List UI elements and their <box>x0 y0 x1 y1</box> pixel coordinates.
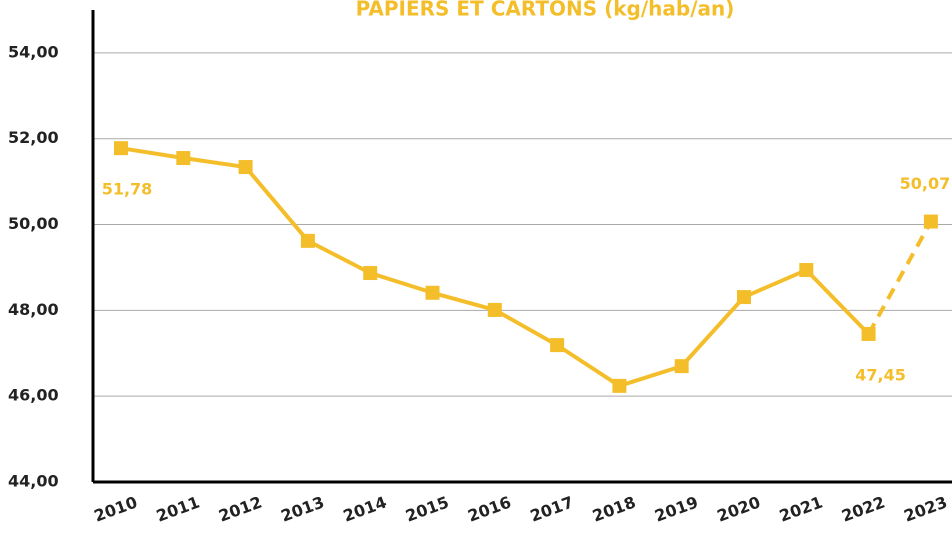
marker <box>114 141 128 156</box>
data-label: 50,07 <box>900 174 951 193</box>
x-tick-label: 2011 <box>154 493 202 526</box>
x-tick-label: 2013 <box>278 493 326 526</box>
marker <box>487 302 502 317</box>
x-tick-label: 2015 <box>403 493 451 526</box>
x-tick-label: 2014 <box>341 493 389 526</box>
x-tick-label: 2019 <box>652 493 700 526</box>
marker <box>674 359 689 374</box>
y-tick-label: 46,00 <box>8 386 59 405</box>
y-tick-label: 48,00 <box>8 300 59 319</box>
marker <box>363 266 378 281</box>
marker <box>550 338 565 353</box>
marker <box>799 263 814 278</box>
marker <box>612 378 627 393</box>
marker <box>176 151 191 166</box>
x-tick-label: 2010 <box>91 493 139 526</box>
marker <box>737 290 751 305</box>
x-tick-label: 2016 <box>465 493 513 526</box>
x-tick-label: 2021 <box>777 493 825 526</box>
x-tick-label: 2012 <box>216 493 264 526</box>
marker <box>425 285 440 300</box>
y-tick-label: 44,00 <box>8 472 59 491</box>
dashed-line <box>866 220 933 335</box>
x-tick-label: 2023 <box>901 493 949 526</box>
x-tick-label: 2020 <box>714 493 762 526</box>
data-label: 47,45 <box>855 365 906 384</box>
chart-title: PAPIERS ET CARTONS (kg/hab/an) <box>356 0 735 21</box>
data-label: 51,78 <box>102 180 153 199</box>
marker <box>300 233 315 248</box>
x-tick-label: 2018 <box>590 493 638 526</box>
y-tick-label: 54,00 <box>8 42 59 61</box>
x-tick-label: 2017 <box>528 493 576 526</box>
line <box>120 146 871 388</box>
marker <box>923 214 938 229</box>
y-tick-label: 52,00 <box>8 128 59 147</box>
marker <box>861 326 876 341</box>
marker <box>238 160 253 175</box>
y-tick-label: 50,00 <box>8 214 59 233</box>
x-tick-label: 2022 <box>839 493 887 526</box>
